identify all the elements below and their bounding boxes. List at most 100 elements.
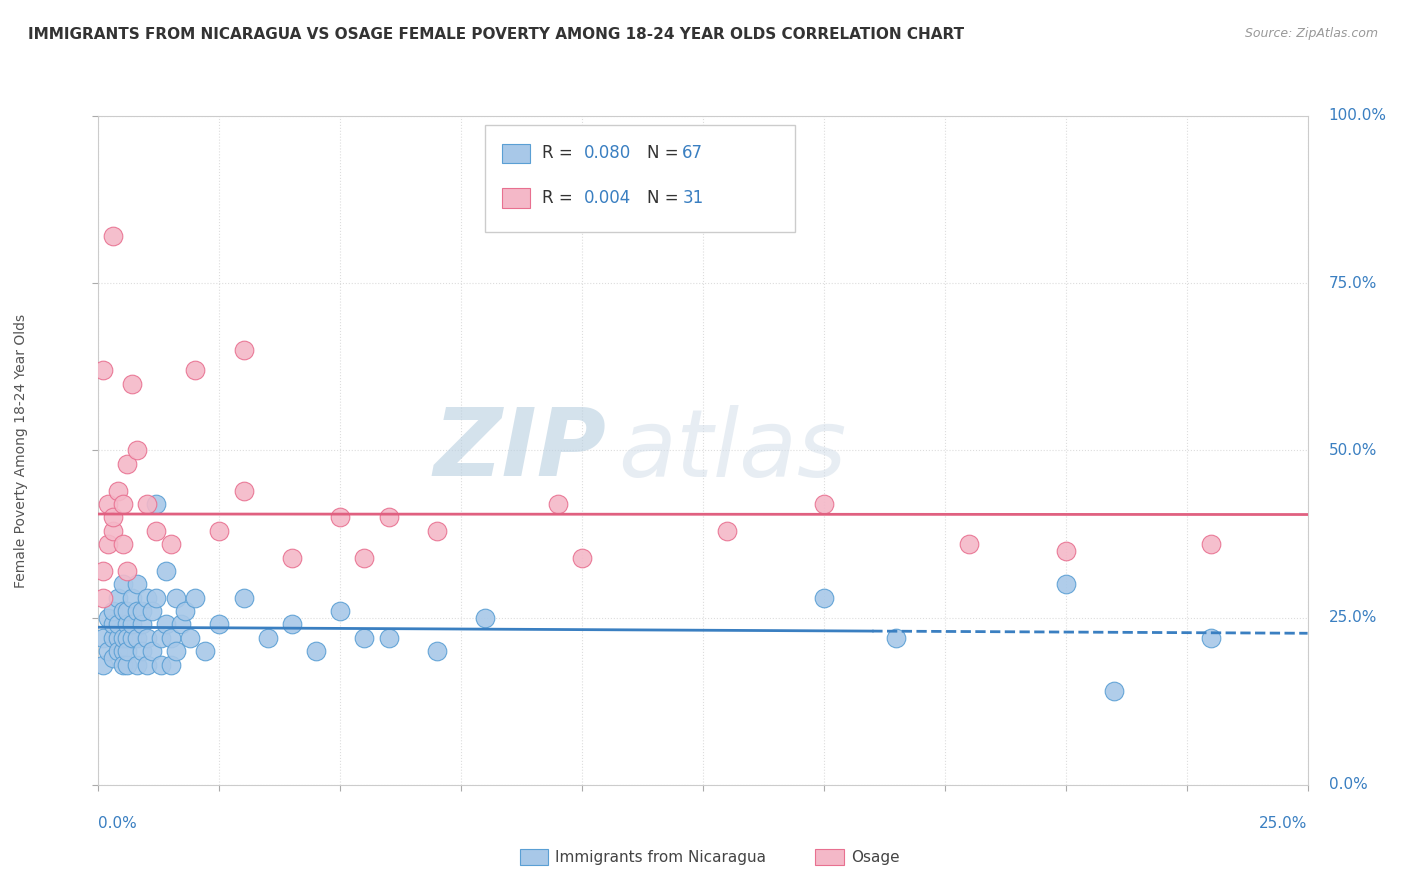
Text: 100.0%: 100.0% [1329, 109, 1386, 123]
Point [165, 591, 187, 605]
Text: N =: N = [647, 189, 683, 207]
Point [97, 497, 120, 511]
Text: 0.080: 0.080 [583, 145, 631, 162]
Point [135, 497, 157, 511]
Text: 75.0%: 75.0% [1329, 276, 1376, 291]
Text: 25.0%: 25.0% [1260, 816, 1308, 831]
Point [107, 483, 129, 498]
Point [97, 611, 120, 625]
Point [194, 644, 217, 658]
Point [547, 497, 569, 511]
Point [121, 617, 143, 632]
Point [813, 591, 835, 605]
Point [101, 604, 124, 618]
Point [281, 550, 304, 565]
Point [1199, 537, 1222, 551]
Point [232, 483, 254, 498]
Point [1054, 544, 1077, 558]
Point [91, 657, 114, 672]
Point [111, 497, 134, 511]
Text: 25.0%: 25.0% [1329, 610, 1376, 625]
Point [117, 631, 139, 645]
Point [957, 537, 980, 551]
Point [97, 537, 120, 551]
Point [208, 617, 231, 632]
Point [184, 363, 207, 377]
Point [117, 457, 139, 471]
Text: ZIP: ZIP [433, 404, 606, 497]
Text: 0.004: 0.004 [583, 189, 631, 207]
Point [107, 644, 129, 658]
Point [117, 657, 139, 672]
Point [886, 631, 908, 645]
Point [474, 611, 496, 625]
Point [232, 591, 254, 605]
Text: N =: N = [647, 145, 683, 162]
Point [256, 631, 278, 645]
Point [127, 657, 149, 672]
Point [117, 604, 139, 618]
Text: R =: R = [541, 189, 578, 207]
Point [377, 510, 399, 524]
Point [208, 524, 231, 538]
Point [155, 617, 177, 632]
Point [127, 631, 149, 645]
Text: 67: 67 [682, 145, 703, 162]
Point [127, 577, 149, 591]
Point [127, 604, 149, 618]
Point [101, 617, 124, 632]
Point [111, 537, 134, 551]
Point [329, 510, 352, 524]
Point [1199, 631, 1222, 645]
Point [160, 657, 183, 672]
Text: IMMIGRANTS FROM NICARAGUA VS OSAGE FEMALE POVERTY AMONG 18-24 YEAR OLDS CORRELAT: IMMIGRANTS FROM NICARAGUA VS OSAGE FEMAL… [28, 27, 965, 42]
Point [91, 631, 114, 645]
Point [150, 657, 173, 672]
Point [111, 657, 134, 672]
Point [131, 617, 153, 632]
Point [127, 443, 149, 458]
Point [107, 617, 129, 632]
Text: atlas: atlas [619, 405, 846, 496]
Point [131, 644, 153, 658]
Text: 31: 31 [682, 189, 703, 207]
Point [121, 631, 143, 645]
Point [141, 644, 163, 658]
Point [101, 510, 124, 524]
Point [426, 644, 449, 658]
Point [426, 524, 449, 538]
Point [174, 604, 197, 618]
Text: R =: R = [541, 145, 578, 162]
Point [165, 644, 187, 658]
Point [91, 591, 114, 605]
Point [145, 524, 167, 538]
Point [716, 524, 738, 538]
Point [107, 631, 129, 645]
Text: 50.0%: 50.0% [1329, 443, 1376, 458]
Text: 0.0%: 0.0% [1329, 778, 1368, 792]
Point [97, 644, 120, 658]
Point [813, 497, 835, 511]
Point [160, 537, 183, 551]
Point [169, 617, 191, 632]
Point [111, 577, 134, 591]
Text: Osage: Osage [851, 850, 900, 864]
Point [121, 376, 143, 391]
Point [117, 617, 139, 632]
Point [101, 631, 124, 645]
Point [117, 564, 139, 578]
Text: Immigrants from Nicaragua: Immigrants from Nicaragua [555, 850, 766, 864]
Point [107, 591, 129, 605]
Point [150, 631, 173, 645]
Point [1102, 684, 1125, 698]
Text: 0.0%: 0.0% [98, 816, 138, 831]
Point [184, 591, 207, 605]
Point [91, 564, 114, 578]
Point [1054, 577, 1077, 591]
Text: Female Poverty Among 18-24 Year Olds: Female Poverty Among 18-24 Year Olds [14, 313, 28, 588]
Point [135, 591, 157, 605]
Text: Source: ZipAtlas.com: Source: ZipAtlas.com [1244, 27, 1378, 40]
Point [145, 497, 167, 511]
Point [135, 657, 157, 672]
Point [160, 631, 183, 645]
